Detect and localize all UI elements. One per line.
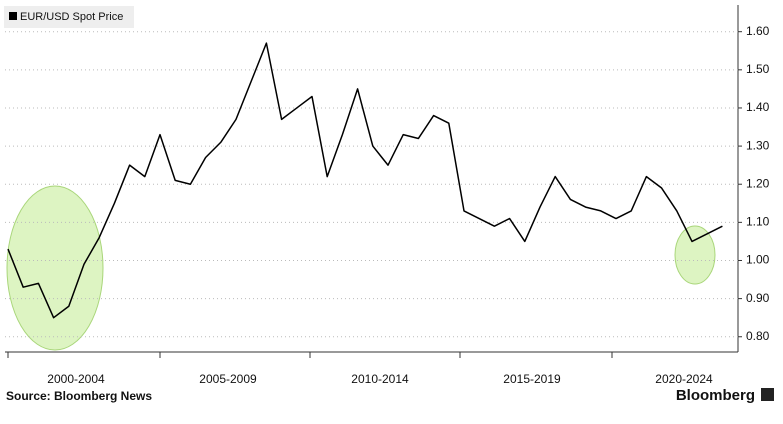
x-tick-label: 2010-2014 <box>351 372 409 386</box>
y-tick-label: 1.50 <box>746 62 770 76</box>
period-ticks <box>7 352 613 358</box>
y-tick-label: 1.40 <box>746 100 770 114</box>
legend-swatch <box>9 12 17 20</box>
y-tick-label: 1.60 <box>746 24 770 38</box>
y-tick-label: 0.90 <box>746 291 770 305</box>
highlight <box>6 185 104 351</box>
legend-label: EUR/USD Spot Price <box>20 11 123 23</box>
brand-icon <box>761 388 774 401</box>
y-tick-label: 1.00 <box>746 253 770 267</box>
legend <box>4 6 134 28</box>
brand: Bloomberg <box>676 387 755 404</box>
y-tick-label: 1.10 <box>746 215 770 229</box>
highlight <box>674 225 716 285</box>
line <box>7 42 723 319</box>
x-tick-label: 2005-2009 <box>199 372 257 386</box>
source: Source: Bloomberg News <box>6 389 152 403</box>
x-tick-label: 2000-2004 <box>47 372 105 386</box>
x-tick-label: 2015-2019 <box>503 372 561 386</box>
x-tick-label: 2020-2024 <box>655 372 713 386</box>
y-tick-label: 0.80 <box>746 329 770 343</box>
y-tick-label: 1.30 <box>746 138 770 152</box>
y-tick-label: 1.20 <box>746 176 770 190</box>
